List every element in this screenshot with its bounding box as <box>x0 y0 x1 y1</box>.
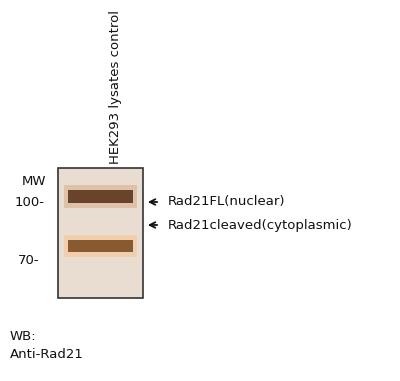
Bar <box>64 185 137 208</box>
Text: WB:
Anti-Rad21: WB: Anti-Rad21 <box>10 330 84 361</box>
Bar <box>64 235 137 256</box>
Bar <box>68 190 133 203</box>
Text: 70-: 70- <box>18 253 40 266</box>
Bar <box>68 240 133 252</box>
Text: MW: MW <box>22 175 46 188</box>
Text: Rad21cleaved(cytoplasmic): Rad21cleaved(cytoplasmic) <box>168 218 353 232</box>
Text: HEK293 lysates control: HEK293 lysates control <box>108 10 122 164</box>
Text: 100-: 100- <box>15 195 45 208</box>
Text: Rad21FL(nuclear): Rad21FL(nuclear) <box>168 195 286 208</box>
Bar <box>58 168 143 298</box>
